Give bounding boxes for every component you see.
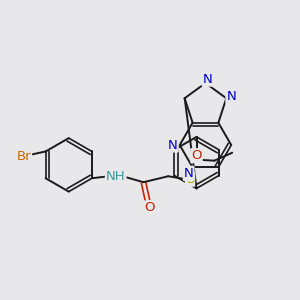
Text: O: O (144, 202, 154, 214)
Text: S: S (186, 173, 194, 186)
Text: O: O (191, 149, 202, 162)
Text: NH: NH (106, 170, 125, 183)
Text: Br: Br (16, 150, 31, 163)
Text: N: N (184, 167, 194, 180)
Text: N: N (168, 139, 178, 152)
Text: N: N (202, 73, 212, 85)
Text: N: N (226, 90, 236, 103)
